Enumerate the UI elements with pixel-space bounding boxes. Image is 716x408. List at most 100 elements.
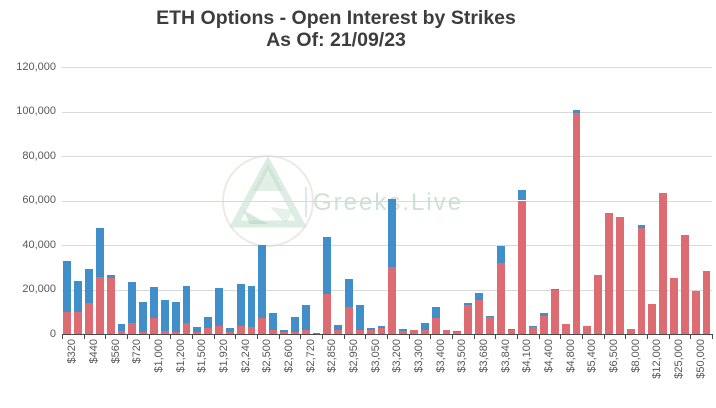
- bar-red-segment: [431, 318, 440, 334]
- bar-blue-segment: [182, 286, 191, 323]
- y-gridline-60000: [62, 200, 712, 202]
- x-axis-tick-mark: [387, 335, 388, 339]
- x-axis-tick-mark: [148, 335, 150, 339]
- bar-red-segment: [160, 330, 169, 334]
- bar-blue-segment: [63, 260, 72, 312]
- bar-red-segment: [442, 329, 451, 334]
- bar-red-segment: [106, 278, 115, 334]
- x-axis-strike-label: $720: [131, 339, 144, 364]
- bar-red-segment: [85, 302, 93, 334]
- bar-red-segment: [605, 212, 613, 334]
- x-axis-tick-mark: [517, 335, 518, 339]
- x-axis-strike-label: $1,920: [218, 339, 230, 373]
- bar-red-segment: [659, 192, 668, 334]
- bar-red-segment: [572, 112, 581, 334]
- bar-red-segment: [507, 329, 516, 334]
- bar-red-segment: [540, 316, 548, 334]
- bar-blue-segment: [74, 280, 83, 312]
- x-axis-tick-mark: [192, 335, 193, 339]
- x-axis-strike-label: $4,100: [521, 339, 534, 373]
- y-axis-tick-label: 20,000: [22, 283, 56, 295]
- bar-red-segment: [475, 299, 483, 334]
- x-axis-tick-mark: [300, 335, 302, 339]
- x-axis-strike-label: $2,500: [261, 339, 274, 373]
- y-gridline-20000: [62, 289, 712, 291]
- x-axis-tick-mark: [83, 335, 85, 339]
- bar-blue-segment: [485, 316, 494, 318]
- bar-red-segment: [312, 333, 321, 334]
- bar-red-segment: [464, 305, 473, 334]
- x-axis-tick-mark: [365, 335, 367, 339]
- bar-blue-segment: [280, 330, 288, 332]
- x-axis-tick-mark: [430, 335, 432, 339]
- bar-red-segment: [702, 270, 711, 334]
- x-axis-tick-mark: [235, 335, 237, 339]
- x-axis-strike-label: $3,680: [478, 339, 490, 373]
- bar-red-segment: [128, 322, 137, 334]
- bar-red-segment: [377, 328, 386, 334]
- x-axis-tick-mark: [408, 335, 410, 339]
- bar-blue-segment: [420, 322, 429, 330]
- bar-blue-segment: [345, 279, 353, 308]
- y-axis-tick-label: 0: [49, 327, 56, 340]
- y-gridline-120000: [62, 67, 712, 68]
- bar-red-segment: [518, 200, 527, 334]
- bar-blue-segment: [269, 312, 278, 330]
- bar-red-segment: [420, 329, 429, 334]
- x-axis-strike-label: $2,850: [326, 339, 339, 373]
- x-axis-strike-label: $25,000: [673, 339, 685, 379]
- bar-blue-segment: [85, 269, 93, 303]
- x-axis-tick-mark: [452, 335, 453, 339]
- x-axis-tick-mark: [712, 335, 713, 339]
- bar-red-segment: [561, 323, 570, 334]
- bar-blue-segment: [204, 317, 213, 329]
- bar-red-segment: [139, 331, 148, 334]
- bar-red-segment: [74, 311, 83, 334]
- bar-blue-segment: [334, 325, 343, 330]
- x-axis-tick-mark: [647, 335, 648, 339]
- bar-blue-segment: [496, 246, 505, 263]
- bar-red-segment: [236, 326, 245, 334]
- bar-blue-segment: [464, 302, 473, 306]
- bar-blue-segment: [160, 299, 169, 331]
- bar-blue-segment: [637, 224, 646, 229]
- bar-blue-segment: [399, 328, 408, 331]
- bar-red-segment: [626, 329, 635, 334]
- x-axis-tick-mark: [668, 335, 670, 339]
- bar-red-segment: [193, 331, 202, 334]
- y-axis-tick-label: 100,000: [16, 105, 56, 117]
- bar-blue-segment: [366, 327, 375, 330]
- x-axis-strike-label: $6,500: [608, 339, 620, 373]
- bar-red-segment: [691, 290, 700, 334]
- x-axis-tick-mark: [322, 335, 323, 339]
- x-axis-strike-label: $1,000: [153, 339, 165, 373]
- bar-red-segment: [215, 326, 223, 334]
- x-axis-tick-mark: [62, 335, 63, 339]
- x-axis-tick-mark: [170, 335, 172, 339]
- bar-red-segment: [323, 293, 332, 334]
- y-gridline-40000: [62, 245, 712, 246]
- x-axis-tick-mark: [560, 335, 562, 339]
- bar-red-segment: [95, 277, 104, 334]
- x-axis-strike-label: $50,000: [694, 339, 707, 379]
- bar-red-segment: [648, 303, 657, 334]
- y-axis-tick-label: 60,000: [22, 194, 56, 206]
- bar-red-segment: [150, 318, 158, 334]
- chart-title: ETH Options - Open Interest by Strikes A…: [0, 7, 672, 51]
- chart-title-line2: As Of: 21/09/23: [266, 29, 406, 51]
- bar-blue-segment: [323, 237, 332, 294]
- bar-blue-segment: [171, 301, 180, 332]
- x-axis-tick-mark: [257, 335, 258, 339]
- x-axis-strike-label: $440: [88, 339, 100, 364]
- bar-blue-segment: [117, 323, 126, 331]
- bar-blue-segment: [258, 245, 267, 319]
- bar-red-segment: [529, 326, 538, 334]
- watermark-separator: [305, 187, 307, 217]
- bar-blue-segment: [518, 190, 527, 201]
- bar-blue-segment: [355, 305, 364, 330]
- y-axis-tick-label: 40,000: [22, 238, 56, 251]
- bar-red-segment: [269, 329, 278, 334]
- x-axis-tick-mark: [127, 335, 128, 339]
- bar-blue-segment: [572, 110, 581, 113]
